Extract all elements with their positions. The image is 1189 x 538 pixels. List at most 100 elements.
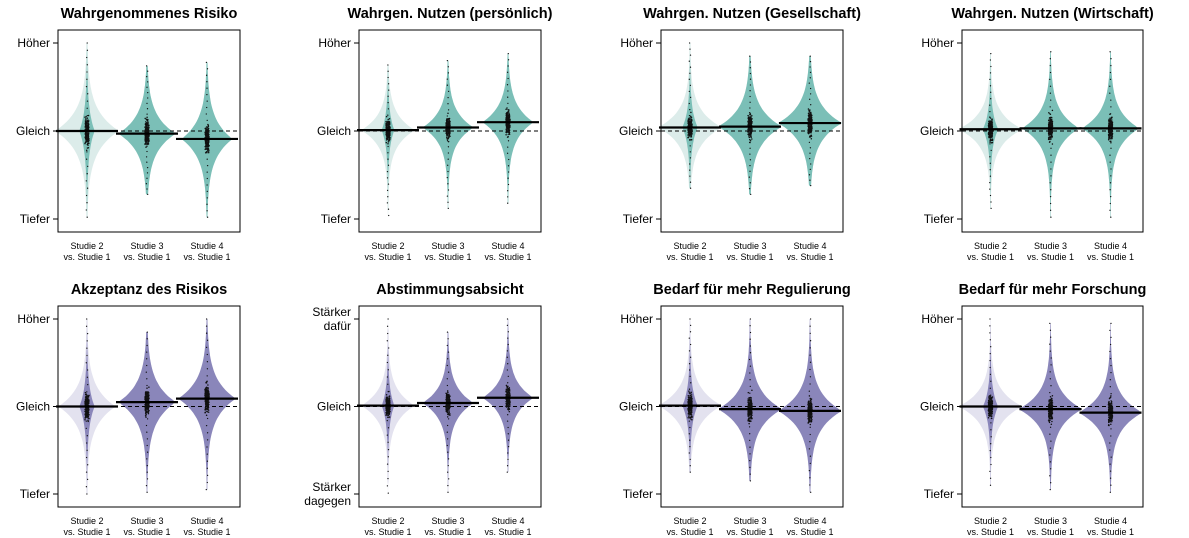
data-point <box>507 385 509 388</box>
data-point <box>690 415 693 418</box>
y-tick-label: Stärker dagegen <box>304 480 351 508</box>
data-point <box>989 117 992 119</box>
data-point <box>205 424 208 427</box>
data-point <box>1110 147 1112 149</box>
data-point <box>689 445 691 448</box>
x-tick-label: Studie 2 vs. Studie 1 <box>63 241 110 262</box>
data-point <box>387 441 389 443</box>
y-tick-label: Tiefer <box>20 487 50 501</box>
data-point <box>1050 116 1052 119</box>
data-point <box>1110 456 1112 458</box>
data-point <box>1109 154 1111 156</box>
data-point <box>86 187 89 189</box>
data-point <box>688 417 691 419</box>
data-point <box>206 171 208 173</box>
data-point <box>85 158 88 160</box>
data-point <box>506 420 509 422</box>
data-point <box>749 147 751 149</box>
data-point <box>387 196 389 198</box>
data-point <box>1049 426 1052 428</box>
data-point <box>1051 143 1054 145</box>
x-tick-label: Studie 3 vs. Studie 1 <box>1027 241 1074 262</box>
data-point <box>387 477 389 480</box>
data-point <box>85 209 87 211</box>
data-point <box>85 427 87 430</box>
data-point <box>688 60 690 62</box>
data-point <box>807 108 810 110</box>
data-point <box>145 156 148 158</box>
data-point <box>989 143 991 145</box>
data-point <box>86 71 88 73</box>
data-point <box>1110 401 1113 403</box>
data-point <box>689 157 692 159</box>
data-point <box>447 458 450 460</box>
data-point <box>85 115 87 118</box>
data-point <box>809 462 811 465</box>
data-point <box>990 52 992 55</box>
data-point <box>386 434 388 436</box>
data-point <box>688 337 690 339</box>
data-point <box>447 371 450 373</box>
data-point <box>206 119 208 122</box>
data-point <box>507 196 509 198</box>
data-point <box>507 183 510 186</box>
data-point <box>689 151 691 153</box>
data-point <box>809 71 812 74</box>
data-point <box>86 202 88 204</box>
data-point <box>146 102 148 105</box>
data-point <box>989 110 991 113</box>
data-point <box>749 95 751 98</box>
data-point <box>146 172 149 174</box>
data-point <box>87 420 89 423</box>
data-point <box>1049 71 1052 74</box>
data-point <box>1050 216 1052 218</box>
data-point <box>146 113 148 115</box>
data-point <box>386 189 389 192</box>
data-point <box>147 70 149 72</box>
data-point <box>749 139 752 142</box>
data-point <box>809 93 812 95</box>
data-point <box>206 106 208 109</box>
data-point <box>990 417 993 420</box>
data-point <box>749 90 751 92</box>
data-point <box>508 133 511 136</box>
data-point <box>989 477 992 479</box>
data-point <box>1110 116 1113 119</box>
data-point <box>809 168 811 171</box>
data-point <box>146 364 148 367</box>
data-point <box>506 107 508 109</box>
data-point <box>990 429 992 431</box>
data-point <box>1110 364 1112 367</box>
data-point <box>1109 85 1111 87</box>
data-point <box>84 391 87 394</box>
data-point <box>1109 137 1112 140</box>
data-point <box>687 416 689 419</box>
data-point <box>86 56 88 59</box>
data-point <box>989 162 991 164</box>
data-point <box>86 478 89 481</box>
y-tick-label: Höher <box>921 312 954 326</box>
y-tick-label: Tiefer <box>924 212 954 226</box>
data-point <box>990 346 992 348</box>
data-point <box>86 114 88 117</box>
data-point <box>505 134 507 136</box>
data-point <box>1049 391 1051 394</box>
data-point <box>506 84 509 86</box>
data-point <box>690 116 693 118</box>
data-point <box>146 384 148 387</box>
data-point <box>387 470 389 473</box>
data-point <box>1049 454 1051 456</box>
data-point <box>991 141 994 144</box>
data-point <box>1107 139 1110 141</box>
data-point <box>749 453 751 455</box>
data-point <box>206 81 208 83</box>
data-point <box>1051 394 1054 397</box>
data-point <box>507 426 509 429</box>
data-point <box>205 414 208 417</box>
data-point <box>810 420 813 423</box>
x-tick-label: Studie 4 vs. Studie 1 <box>786 516 833 537</box>
data-point <box>387 76 389 79</box>
data-point <box>387 101 389 104</box>
data-point <box>206 439 209 441</box>
data-point <box>689 169 691 171</box>
